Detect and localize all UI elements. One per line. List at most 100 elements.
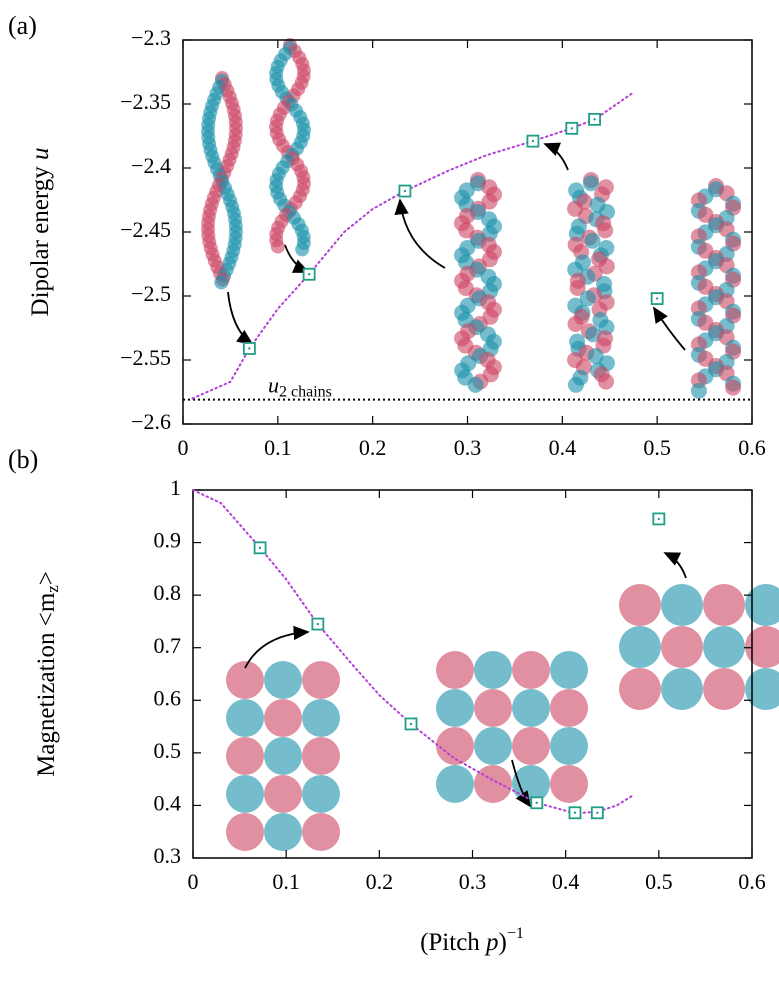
data-point [588, 112, 601, 126]
inset-bead [226, 775, 264, 813]
insets [201, 38, 779, 851]
y-axis-label-text: Dipolar energy [27, 160, 54, 316]
y-tick-label: 0.8 [154, 580, 182, 605]
x-axis-label-text: (Pitch [420, 929, 486, 956]
y-tick-label: 1 [170, 475, 181, 500]
arrows [227, 142, 687, 808]
y-tick-label: −2.35 [120, 89, 171, 114]
inset-bead [703, 668, 745, 710]
x-tick-label: 0.6 [738, 435, 766, 460]
marker-dot [409, 722, 413, 726]
inset-bead [550, 765, 588, 803]
marker-dot [258, 546, 262, 550]
inset-bead [474, 727, 512, 765]
x-axis-label-end: ) [499, 929, 507, 956]
x-tick-label: 0.6 [738, 869, 766, 894]
inset-bead [512, 651, 550, 689]
marker-dot [657, 517, 661, 521]
marker-dot [535, 801, 538, 804]
inset-bead [661, 626, 703, 668]
data-point [565, 121, 579, 135]
inset-bead [264, 699, 302, 737]
inset-bead [745, 626, 779, 668]
inset-bead [569, 280, 586, 296]
x-tick-label: 0.4 [549, 435, 577, 460]
arrow [227, 291, 254, 346]
reference-label-symbol: u [268, 373, 279, 398]
inset-bead [302, 699, 340, 737]
inset-bead [302, 737, 340, 775]
y-tick-label: 0.9 [154, 528, 182, 553]
x-tick-label: 0.5 [643, 435, 671, 460]
inset-bead [661, 668, 703, 710]
inset-bead [550, 689, 588, 727]
x-tick-label: 0.1 [264, 435, 292, 460]
inset-bead [512, 689, 550, 727]
y-tick-label: −2.3 [131, 25, 171, 50]
inset-bead [270, 239, 285, 254]
inset-bead [474, 651, 512, 689]
inset-bead [584, 232, 601, 249]
arrow [543, 142, 569, 171]
data-point [652, 512, 666, 526]
data-point [253, 541, 267, 555]
x-tick-label: 0.2 [359, 435, 387, 460]
y-axis-label-text: Magnetization <m [33, 592, 60, 777]
curve [192, 489, 635, 815]
x-axis-label: (Pitch p)−1 [420, 925, 524, 956]
curve [191, 92, 633, 400]
data-point [590, 806, 604, 820]
panel-label: (b) [8, 445, 38, 474]
y-tick-label: 0.5 [154, 738, 182, 763]
inset-bead [226, 813, 264, 851]
y-axis-label-sub: z [43, 585, 62, 593]
y-axis-label-symbol: u [27, 148, 54, 161]
reference-label-sub: 2 chains [279, 383, 332, 400]
inset-bead [302, 813, 340, 851]
x-tick-label: 0.3 [459, 869, 487, 894]
inset-bead [264, 775, 302, 813]
inset-bead [474, 689, 512, 727]
inset-bead [436, 727, 474, 765]
marker-dot [593, 118, 596, 121]
inset-bead [619, 626, 661, 668]
marker-dot [596, 811, 599, 814]
marker-dot [531, 139, 535, 143]
y-tick-label: 0.6 [154, 685, 182, 710]
x-tick-label: 0.2 [366, 869, 394, 894]
y-tick-label: −2.4 [131, 153, 171, 178]
inset-bead [264, 813, 302, 851]
inset-bead [436, 689, 474, 727]
inset-bead [226, 661, 264, 699]
y-axis-label: Magnetization <mz> [33, 571, 62, 777]
inset-bead [436, 651, 474, 689]
inset-bead [295, 242, 310, 257]
marker-dot [570, 127, 574, 130]
inset-bead [725, 379, 742, 396]
y-tick-label: −2.5 [131, 281, 171, 306]
inset-bead [598, 258, 615, 275]
x-tick-label: 0 [188, 869, 199, 894]
data-point [242, 342, 256, 355]
inset-bead [745, 668, 779, 710]
arrow [653, 306, 686, 351]
inset-bead [567, 316, 584, 332]
inset-bead [567, 376, 584, 393]
y-tick-label: −2.55 [120, 345, 171, 370]
y-axis-label: Dipolar energy u [27, 148, 54, 317]
data-point [398, 184, 412, 198]
inset-bead [550, 651, 588, 689]
reference-label: u2 chains [268, 373, 332, 401]
data-point [526, 134, 540, 148]
inset-bead [690, 382, 707, 399]
y-tick-label: 0.4 [154, 790, 182, 815]
x-tick-label: 0 [178, 435, 189, 460]
y-tick-label: −2.6 [131, 409, 171, 434]
x-axis-label-sup: −1 [507, 925, 524, 942]
inset-bead [302, 661, 340, 699]
y-axis-label-end: > [33, 571, 60, 585]
y-tick-label: 0.3 [154, 843, 182, 868]
data-point [311, 617, 325, 631]
inset-bead [598, 373, 615, 390]
